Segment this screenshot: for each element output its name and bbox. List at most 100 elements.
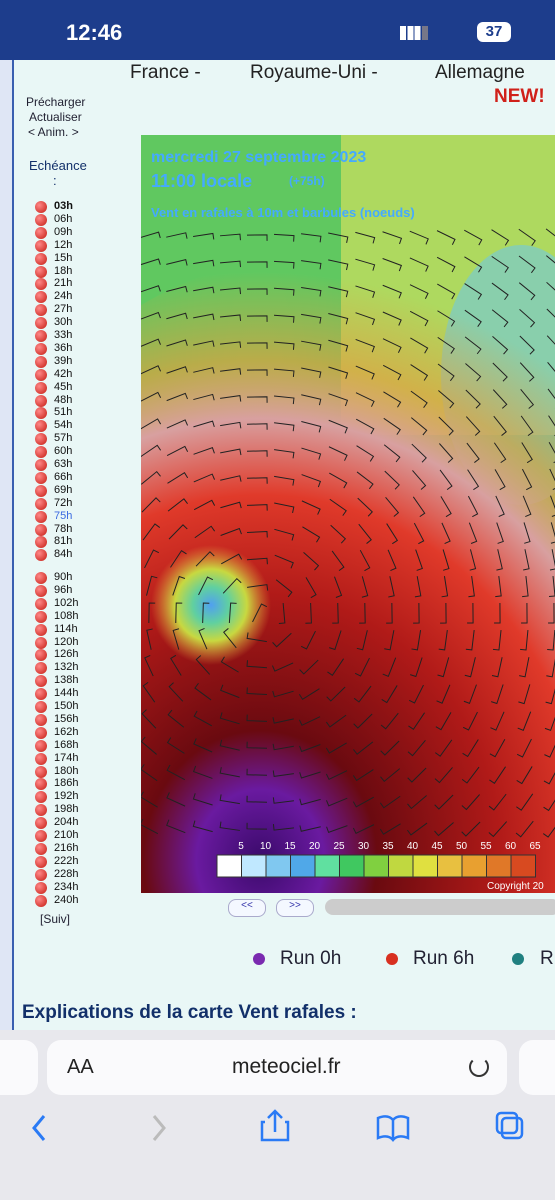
tabs-icon[interactable]: [500, 1116, 524, 1140]
hour-link[interactable]: 234h: [54, 880, 79, 893]
hour-dot[interactable]: [35, 662, 47, 675]
hour-dot[interactable]: [35, 830, 47, 842]
hour-link[interactable]: 54h: [54, 419, 73, 432]
hour-link[interactable]: 90h: [54, 571, 73, 583]
hour-link[interactable]: 75h: [54, 509, 73, 522]
hour-link[interactable]: 114h: [54, 622, 78, 635]
hour-link[interactable]: 210h: [54, 829, 79, 841]
hour-dot[interactable]: [35, 804, 47, 817]
hour-dot[interactable]: [35, 407, 47, 420]
hour-dot[interactable]: [35, 636, 47, 649]
hour-dot[interactable]: [35, 894, 47, 907]
hour-dot[interactable]: [35, 459, 47, 471]
hour-link[interactable]: 144h: [54, 687, 79, 700]
url-bar[interactable]: [47, 1040, 507, 1095]
hour-dot[interactable]: [35, 278, 47, 291]
tabs-icon[interactable]: [495, 1111, 519, 1135]
hour-dot[interactable]: [35, 330, 47, 342]
scrollbar[interactable]: [325, 899, 555, 915]
hour-link[interactable]: 18h: [54, 264, 73, 277]
hour-link[interactable]: 60h: [54, 445, 73, 458]
hour-dot[interactable]: [35, 572, 47, 584]
hour-dot[interactable]: [35, 623, 47, 636]
hour-dot[interactable]: [35, 610, 47, 623]
hour-link[interactable]: 45h: [54, 380, 73, 393]
hour-link[interactable]: 108h: [54, 609, 79, 622]
hour-link[interactable]: 240h: [54, 893, 79, 906]
hour-link[interactable]: 228h: [54, 867, 79, 880]
hour-dot[interactable]: [35, 881, 47, 894]
hour-link[interactable]: 198h: [54, 803, 79, 816]
header-link[interactable]: Royaume-Uni -: [250, 62, 378, 83]
hour-dot[interactable]: [35, 868, 47, 881]
hour-dot[interactable]: [35, 226, 47, 239]
hour-link[interactable]: 174h: [54, 751, 79, 764]
hour-dot[interactable]: [35, 855, 47, 868]
hour-dot[interactable]: [35, 726, 47, 739]
hour-link[interactable]: 12h: [54, 238, 73, 251]
hour-dot[interactable]: [35, 420, 47, 433]
hour-link[interactable]: 81h: [54, 535, 73, 548]
hour-dot[interactable]: [35, 291, 47, 304]
text-size-button[interactable]: AA: [67, 1056, 94, 1078]
hour-dot[interactable]: [35, 778, 47, 791]
hour-dot[interactable]: [35, 713, 47, 726]
hour-link[interactable]: 96h: [54, 583, 73, 596]
hour-link[interactable]: 72h: [54, 496, 73, 509]
hour-dot[interactable]: [35, 701, 47, 713]
hour-link[interactable]: 36h: [54, 341, 73, 354]
hour-dot[interactable]: [35, 446, 47, 459]
hour-link[interactable]: 69h: [54, 483, 73, 496]
hour-link[interactable]: 21h: [54, 277, 73, 290]
run-label[interactable]: Run 0h: [280, 948, 342, 969]
hour-dot[interactable]: [35, 536, 47, 549]
header-link[interactable]: France -: [130, 62, 201, 83]
hour-link[interactable]: 48h: [54, 393, 73, 406]
hour-link[interactable]: 138h: [54, 674, 79, 687]
hour-link[interactable]: 156h: [54, 712, 79, 725]
hour-dot[interactable]: [35, 265, 47, 278]
hour-link[interactable]: 66h: [54, 470, 73, 483]
hour-link[interactable]: 78h: [54, 522, 73, 535]
hour-link[interactable]: 51h: [54, 406, 73, 419]
share-icon[interactable]: [260, 1109, 290, 1142]
hour-dot[interactable]: [35, 484, 47, 497]
control[interactable]: Précharger: [26, 95, 86, 109]
hour-dot[interactable]: [35, 471, 47, 484]
hour-link[interactable]: 57h: [54, 432, 73, 445]
hour-link[interactable]: 120h: [54, 635, 79, 648]
hour-link[interactable]: 216h: [54, 841, 79, 854]
hour-link[interactable]: 33h: [54, 329, 73, 341]
next-button[interactable]: >>: [276, 899, 314, 917]
hour-link[interactable]: 168h: [54, 738, 79, 751]
prev-button[interactable]: <<: [228, 899, 266, 917]
next-link[interactable]: [Suiv]: [40, 912, 71, 926]
hour-dot[interactable]: [35, 213, 47, 226]
hour-dot[interactable]: [35, 239, 47, 252]
hour-link[interactable]: 84h: [54, 548, 73, 561]
hour-dot[interactable]: [35, 304, 47, 317]
hour-link[interactable]: 24h: [54, 290, 73, 303]
hour-link[interactable]: 15h: [54, 251, 73, 264]
hour-link[interactable]: 186h: [54, 777, 79, 790]
hour-link[interactable]: 39h: [54, 354, 73, 367]
hour-link[interactable]: 150h: [54, 700, 79, 712]
hour-link[interactable]: 03h: [54, 200, 73, 212]
hour-link[interactable]: 126h: [54, 648, 79, 661]
hour-link[interactable]: 06h: [54, 212, 73, 225]
hour-dot[interactable]: [35, 752, 47, 765]
hour-dot[interactable]: [35, 368, 47, 381]
hour-link[interactable]: 09h: [54, 225, 73, 238]
hour-dot[interactable]: [35, 252, 47, 265]
hour-link[interactable]: 30h: [54, 316, 73, 329]
hour-dot[interactable]: [35, 765, 47, 778]
hour-dot[interactable]: [35, 791, 47, 804]
hour-link[interactable]: 180h: [54, 764, 79, 777]
hour-dot[interactable]: [35, 342, 47, 355]
control[interactable]: < Anim. >: [28, 125, 79, 139]
hour-link[interactable]: 132h: [54, 661, 79, 674]
hour-dot[interactable]: [35, 497, 47, 510]
hour-dot[interactable]: [35, 842, 47, 855]
hour-dot[interactable]: [35, 817, 47, 830]
run-label[interactable]: R: [540, 948, 554, 969]
